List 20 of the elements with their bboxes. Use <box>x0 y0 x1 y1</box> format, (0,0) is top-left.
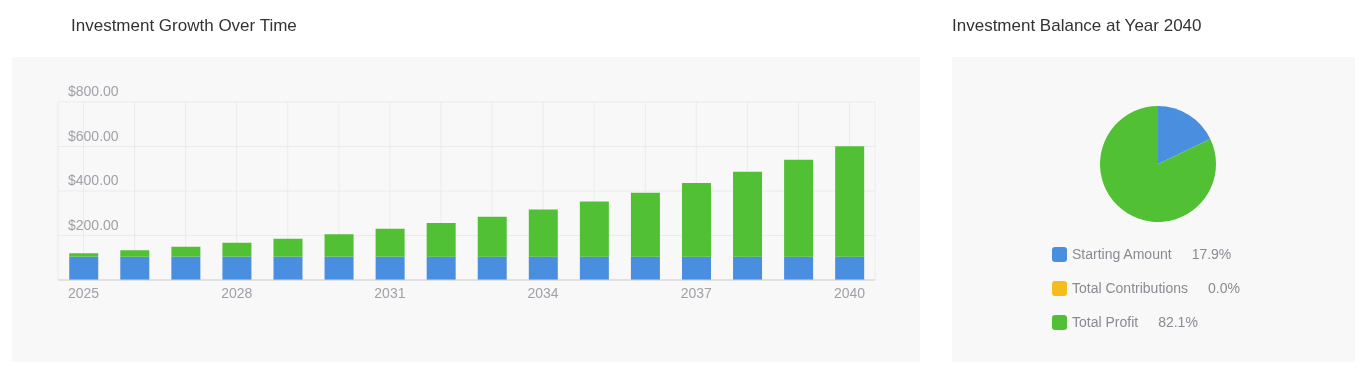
data-label: 82.1% <box>1158 314 1198 330</box>
pie-slice <box>1158 106 1211 164</box>
x-tick-label: 2031 <box>374 284 406 301</box>
y-tick-label: $200.00 <box>68 216 119 233</box>
x-tick-label: 2028 <box>221 284 253 301</box>
data-label: 17.9% <box>1191 246 1232 262</box>
y-tick-label: $400.00 <box>68 172 119 188</box>
y-tick-label: $600.00 <box>68 127 119 144</box>
legend-label: Total Profit <box>1072 314 1139 330</box>
legend-label: Total Contributions <box>1072 280 1188 296</box>
x-tick-label: 2040 <box>833 284 866 301</box>
pie-slice <box>1100 106 1216 222</box>
y-tick-label: $800.00 <box>68 83 119 99</box>
legend-label: Starting Amount <box>1072 246 1172 262</box>
x-tick-label: 2025 <box>67 284 100 301</box>
chart-title: Investment Growth Over Time <box>71 16 297 36</box>
text: 0.0% <box>1207 280 1240 296</box>
x-tick-label: 2037 <box>680 284 713 301</box>
x-tick-label: 2034 <box>527 284 559 301</box>
chart-title: Investment Balance at Year 2040 <box>952 16 1202 36</box>
